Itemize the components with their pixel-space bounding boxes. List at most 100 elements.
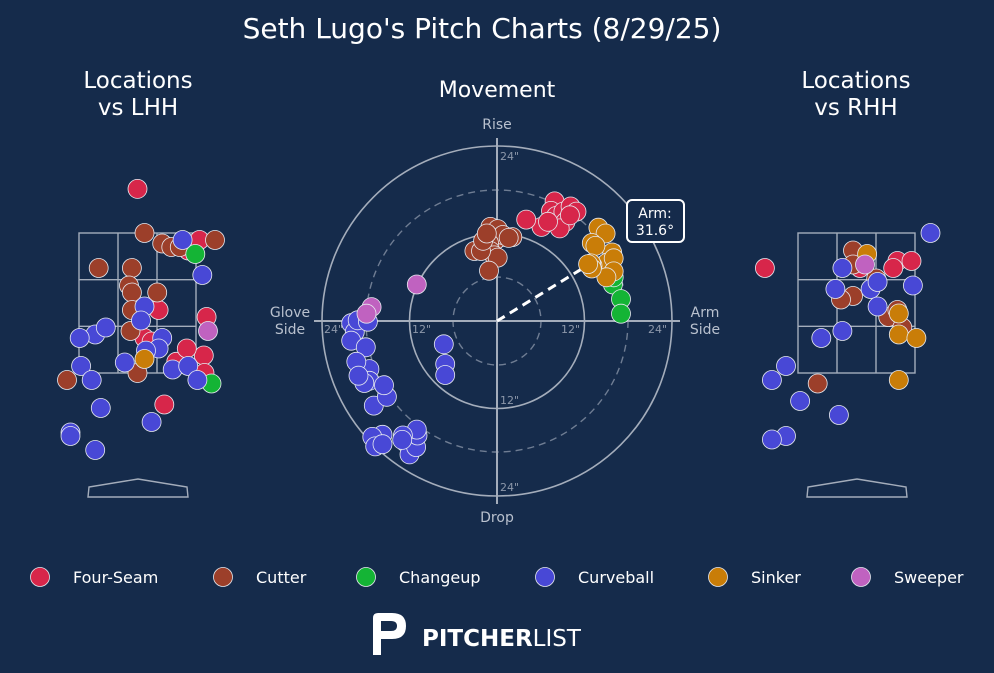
legend: Four-Seam Cutter Changeup Curveball Sinker Sw… <box>30 567 964 587</box>
lhh-home-plate <box>87 478 189 498</box>
lhh-point-four-seam <box>176 338 197 359</box>
legend-label-curveball: Curveball <box>578 568 654 587</box>
lhh-point-four-seam <box>154 394 175 415</box>
lhh-point-cutter <box>88 258 109 278</box>
movement-point-curveball <box>392 429 413 450</box>
lhh-point-curveball <box>71 356 91 376</box>
drop-label: Drop <box>480 510 514 526</box>
brand-text: PITCHERLIST <box>422 626 582 652</box>
lhh-point-cutter <box>134 223 155 243</box>
lhh-point-cutter <box>121 258 142 278</box>
movement-point-sweeper <box>356 303 377 324</box>
movement-point-four-seam <box>516 209 537 230</box>
lhh-point-curveball <box>141 412 162 432</box>
legend-marker-sinker <box>708 567 728 587</box>
rhh-point-cutter <box>807 373 828 394</box>
rise-label: Rise <box>482 117 512 133</box>
rhh-point-four-seam <box>883 258 904 278</box>
lhh-panel-title-line1: Locations <box>83 68 192 94</box>
rhh-point-curveball <box>811 328 832 348</box>
rhh-point-sinker <box>888 303 909 324</box>
rhh-point-four-seam <box>755 258 775 278</box>
glove-side-label-line2: Side <box>275 322 305 338</box>
legend-marker-changeup <box>356 567 376 587</box>
rhh-point-curveball <box>867 272 888 292</box>
rhh-panel-title-line1: Locations <box>801 68 910 94</box>
arm-side-label-line2: Side <box>690 322 720 338</box>
legend-label-sinker: Sinker <box>751 568 801 587</box>
lhh-point-four-seam <box>127 178 148 199</box>
rhh-point-curveball <box>825 279 846 299</box>
rhh-point-curveball <box>776 356 796 376</box>
legend-label-changeup: Changeup <box>399 568 481 587</box>
lhh-point-curveball <box>187 370 208 390</box>
lhh-point-changeup <box>185 244 206 264</box>
movement-point-curveball <box>435 365 456 385</box>
movement-point-sinker <box>596 267 617 288</box>
lhh-point-curveball <box>172 230 193 250</box>
pitcherlist-p-icon <box>373 613 406 655</box>
lhh-point-curveball <box>90 398 111 418</box>
movement-point-cutter <box>479 260 499 281</box>
tick-bottom-12: 12" <box>500 394 519 407</box>
tick-left-24: 24" <box>324 323 343 336</box>
movement-plot: Rise Drop Glove Side Arm Side 24" 12" 12… <box>270 117 720 526</box>
movement-point-curveball <box>372 434 393 455</box>
legend-marker-four-seam <box>30 567 50 587</box>
movement-point-four-seam <box>560 205 580 226</box>
lhh-point-curveball <box>192 265 213 285</box>
rhh-point-curveball <box>829 405 849 425</box>
rhh-panel-title-line2: vs RHH <box>814 95 897 121</box>
lhh-point-curveball <box>131 310 151 331</box>
rhh-point-curveball <box>762 429 782 450</box>
tick-left-12: 12" <box>412 323 431 336</box>
rhh-point-curveball <box>867 296 888 317</box>
rhh-point-sinker <box>888 324 909 345</box>
lhh-point-sweeper <box>198 321 218 341</box>
movement-point-curveball <box>433 334 454 355</box>
rhh-point-sweeper <box>855 254 875 275</box>
lhh-point-cutter <box>147 282 168 303</box>
legend-label-cutter: Cutter <box>256 568 307 587</box>
rhh-location-plot <box>755 223 941 498</box>
brand-part-1: PITCHER <box>422 626 533 652</box>
legend-label-four-seam: Four-Seam <box>73 568 158 587</box>
rhh-point-curveball <box>790 391 810 411</box>
tick-top-24: 24" <box>500 150 519 163</box>
movement-point-cutter <box>476 223 497 244</box>
movement-point-curveball <box>348 365 369 386</box>
tick-right-24: 24" <box>648 323 667 336</box>
movement-points <box>341 191 631 465</box>
lhh-point-curveball <box>85 440 106 460</box>
arm-angle-label-line2: 31.6° <box>636 223 674 239</box>
rhh-point-curveball <box>832 321 853 341</box>
lhh-point-curveball <box>60 426 81 446</box>
movement-point-changeup <box>611 303 631 324</box>
rhh-point-curveball <box>832 258 853 278</box>
rhh-point-curveball <box>903 275 923 296</box>
lhh-panel-title-line2: vs LHH <box>98 95 178 121</box>
arm-angle-box <box>626 199 685 243</box>
chart-title: Seth Lugo's Pitch Charts (8/29/25) <box>243 12 722 45</box>
rhh-points <box>755 223 941 450</box>
arm-side-label-line1: Arm <box>691 305 720 321</box>
movement-point-sweeper <box>406 274 427 295</box>
rhh-point-curveball <box>762 370 782 390</box>
lhh-location-plot <box>57 178 225 498</box>
legend-marker-curveball <box>535 567 555 587</box>
rhh-point-sinker <box>906 328 927 348</box>
movement-point-sinker <box>578 254 598 275</box>
movement-panel-title: Movement <box>439 78 556 103</box>
lhh-points <box>57 178 225 460</box>
legend-label-sweeper: Sweeper <box>894 568 964 587</box>
lhh-point-sinker <box>134 349 155 369</box>
pitcherlist-logo: PITCHERLIST <box>373 613 582 655</box>
lhh-point-curveball <box>114 352 135 373</box>
movement-point-sinker <box>585 235 606 256</box>
lhh-point-cutter <box>205 230 225 250</box>
rhh-point-curveball <box>920 223 941 243</box>
movement-point-four-seam <box>538 211 558 232</box>
tick-right-12: 12" <box>561 323 580 336</box>
rhh-point-sinker <box>888 370 909 390</box>
